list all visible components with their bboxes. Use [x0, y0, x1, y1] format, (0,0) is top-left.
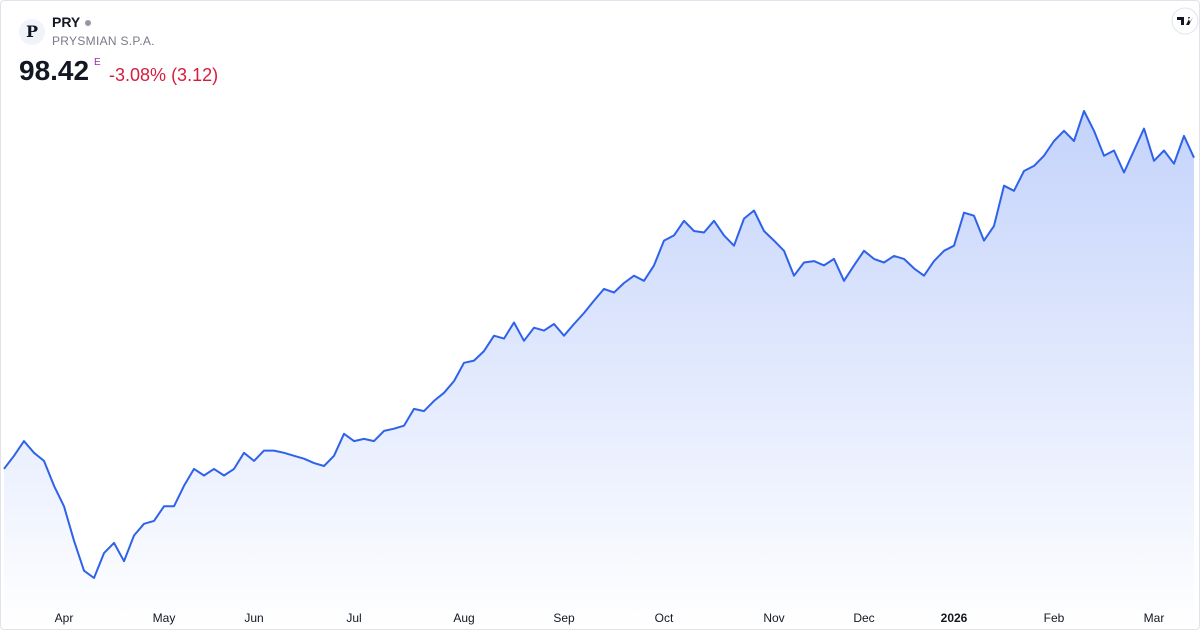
symbol[interactable]: PRY	[52, 14, 81, 30]
change-percent: -3.08%	[109, 65, 167, 85]
logo: P	[19, 19, 45, 45]
x-tick-label: May	[153, 611, 176, 625]
change: -3.08% (3.12)	[109, 65, 218, 86]
x-tick-label: Sep	[553, 611, 575, 625]
x-tick-label: 2026	[941, 611, 968, 625]
symbol-row[interactable]: PRY	[52, 14, 92, 30]
brand-logo[interactable]	[1171, 7, 1199, 35]
x-tick-label: Mar	[1144, 611, 1165, 625]
x-tick-label: Jul	[346, 611, 361, 625]
x-tick-label: Oct	[655, 611, 674, 625]
x-tick-label: Dec	[853, 611, 874, 625]
x-tick-label: Apr	[55, 611, 74, 625]
area-fill	[4, 111, 1194, 629]
price-flag: E	[94, 57, 101, 68]
x-tick-label: Jun	[244, 611, 263, 625]
status-dot	[85, 20, 92, 27]
x-tick-label: Nov	[763, 611, 784, 625]
price-line	[3, 110, 1195, 579]
x-tick-label: Feb	[1044, 611, 1065, 625]
price: 98.42	[19, 55, 90, 86]
x-tick-label: Aug	[453, 611, 474, 625]
company-name: PRYSMIAN S.P.A.	[52, 34, 155, 48]
change-value: (3.12)	[171, 65, 219, 85]
